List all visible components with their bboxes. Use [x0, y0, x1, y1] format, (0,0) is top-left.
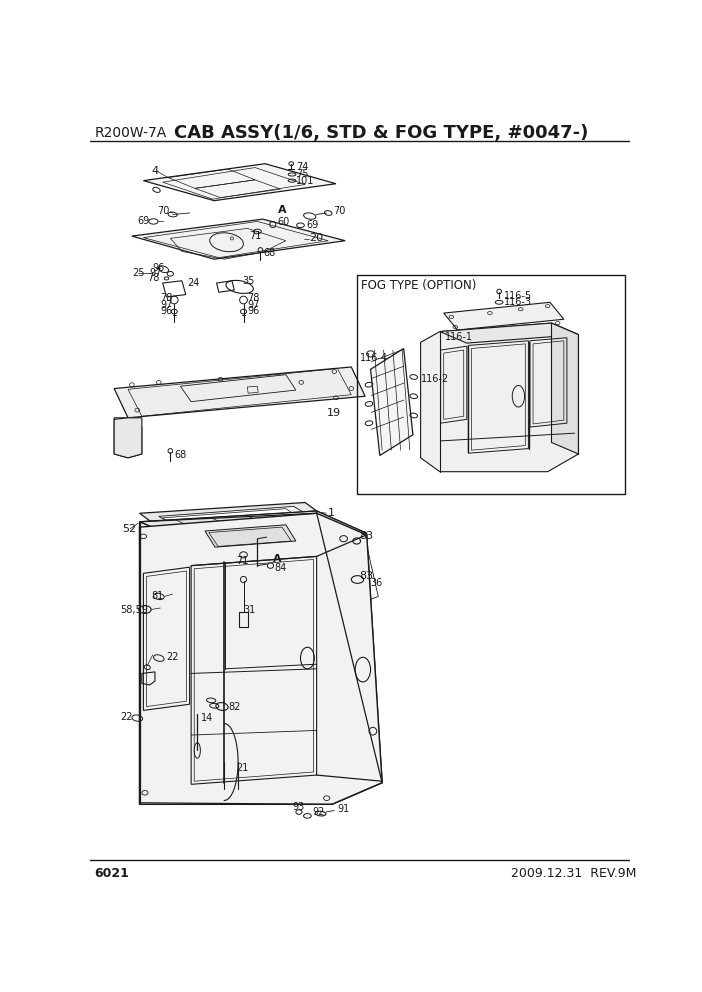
Polygon shape: [140, 522, 332, 803]
Polygon shape: [140, 511, 366, 544]
Text: 97: 97: [160, 300, 173, 310]
Polygon shape: [552, 323, 578, 454]
Polygon shape: [444, 303, 564, 330]
Text: 78: 78: [160, 294, 173, 304]
Text: 83: 83: [359, 571, 373, 581]
Text: 78: 78: [147, 274, 159, 284]
Text: CAB ASSY(1/6, STD & FOG TYPE, #0047-): CAB ASSY(1/6, STD & FOG TYPE, #0047-): [174, 124, 588, 142]
Polygon shape: [159, 506, 305, 524]
Text: 84: 84: [274, 562, 286, 573]
Bar: [239, 612, 248, 627]
Text: 82: 82: [228, 701, 241, 711]
Text: 35: 35: [242, 276, 254, 286]
Text: 92: 92: [312, 807, 324, 817]
Text: 116-5: 116-5: [504, 291, 532, 302]
Text: A: A: [273, 555, 282, 564]
Polygon shape: [114, 418, 142, 458]
Text: 71: 71: [250, 231, 262, 241]
Polygon shape: [140, 513, 382, 805]
Text: 91: 91: [338, 804, 350, 814]
Text: 116-3: 116-3: [504, 298, 532, 308]
Text: 96: 96: [152, 263, 165, 273]
Text: 58,59: 58,59: [120, 605, 148, 615]
Polygon shape: [163, 509, 293, 524]
Text: 97: 97: [247, 300, 260, 310]
Text: 20: 20: [309, 233, 323, 243]
Bar: [357, 275, 625, 494]
Text: 69: 69: [307, 220, 319, 230]
Text: FOG TYPE (OPTION): FOG TYPE (OPTION): [361, 279, 476, 292]
Text: 68: 68: [174, 449, 187, 459]
Text: R200W-7A: R200W-7A: [94, 126, 166, 140]
Text: 81: 81: [151, 591, 164, 601]
Text: 60: 60: [277, 217, 290, 227]
Polygon shape: [440, 323, 578, 343]
Text: 96: 96: [247, 306, 260, 315]
Polygon shape: [140, 522, 190, 805]
Text: 6021: 6021: [94, 867, 129, 880]
Text: 97: 97: [150, 268, 162, 278]
Text: 36: 36: [371, 577, 383, 587]
Text: 1: 1: [329, 508, 336, 518]
Text: 68: 68: [263, 248, 276, 258]
Text: 101: 101: [296, 176, 314, 186]
Text: 31: 31: [244, 605, 256, 615]
Text: 93: 93: [293, 803, 305, 812]
Text: 70: 70: [333, 206, 346, 216]
Text: 70: 70: [157, 206, 170, 216]
Text: 69: 69: [138, 216, 150, 226]
Polygon shape: [143, 164, 336, 200]
Polygon shape: [114, 367, 365, 418]
Text: 75: 75: [296, 170, 308, 180]
Text: 24: 24: [187, 278, 199, 288]
Polygon shape: [317, 511, 382, 803]
Polygon shape: [205, 525, 296, 548]
Text: 52: 52: [122, 524, 136, 534]
Polygon shape: [371, 348, 413, 455]
Text: 74: 74: [296, 162, 308, 172]
Polygon shape: [114, 418, 142, 458]
Polygon shape: [140, 503, 317, 522]
Text: 25: 25: [132, 268, 145, 278]
Text: 14: 14: [201, 713, 213, 723]
Polygon shape: [420, 323, 578, 472]
Text: 19: 19: [326, 408, 340, 419]
Text: A: A: [278, 205, 287, 215]
Text: 116-4: 116-4: [359, 353, 388, 363]
Text: 2009.12.31  REV.9M: 2009.12.31 REV.9M: [512, 867, 637, 880]
Text: 78: 78: [247, 294, 260, 304]
Text: 96: 96: [160, 306, 173, 315]
Text: 22: 22: [120, 711, 133, 721]
Polygon shape: [132, 219, 345, 259]
Text: 21: 21: [236, 763, 249, 773]
Text: 71: 71: [236, 557, 249, 566]
Text: 4: 4: [151, 166, 158, 176]
Text: 83: 83: [359, 532, 373, 542]
Text: 116-1: 116-1: [445, 332, 473, 342]
Text: 116-2: 116-2: [420, 374, 449, 384]
Text: 22: 22: [166, 652, 179, 662]
